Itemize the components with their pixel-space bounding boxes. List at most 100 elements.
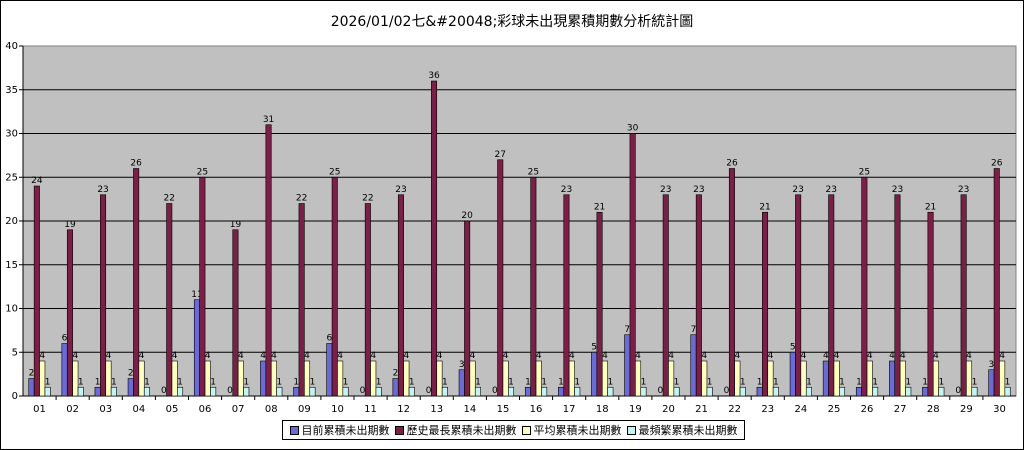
data-label: 1 <box>922 377 928 387</box>
data-label: 26 <box>130 159 142 169</box>
y-tick-label: 10 <box>5 304 18 315</box>
bar <box>558 386 565 397</box>
data-label: 22 <box>164 194 175 204</box>
data-label: 0 <box>360 386 366 396</box>
legend-item: 歷史最長累積未出期數 <box>394 422 517 438</box>
x-tick-label: 09 <box>298 404 311 415</box>
data-label: 1 <box>475 377 481 387</box>
data-label: 2 <box>29 369 35 379</box>
data-label: 21 <box>925 202 936 212</box>
data-label: 1 <box>525 377 531 387</box>
data-label: 1 <box>707 377 713 387</box>
bar <box>293 386 300 397</box>
bar <box>695 194 702 397</box>
bar <box>828 194 835 397</box>
data-label: 23 <box>561 185 572 195</box>
bar <box>629 133 636 397</box>
x-tick-label: 27 <box>894 404 907 415</box>
bar <box>337 360 344 397</box>
data-label: 26 <box>726 159 738 169</box>
legend-item: 目前累積未出期數 <box>289 422 390 438</box>
bar <box>232 229 239 397</box>
bar <box>100 194 107 397</box>
data-label: 6 <box>326 334 332 344</box>
bar <box>177 386 184 397</box>
data-label: 1 <box>95 377 101 387</box>
bar <box>635 360 642 397</box>
bar <box>800 360 807 397</box>
data-label: 4 <box>403 351 409 361</box>
data-label: 4 <box>271 351 277 361</box>
bar <box>866 360 873 397</box>
bar <box>199 176 206 397</box>
y-tick-label: 0 <box>12 391 18 402</box>
data-label: 4 <box>999 351 1005 361</box>
bar <box>260 360 267 397</box>
bar <box>889 360 896 397</box>
data-label: 1 <box>558 377 564 387</box>
data-label: 1 <box>78 377 84 387</box>
bar <box>237 360 244 397</box>
legend-swatch <box>289 425 299 435</box>
data-label: 23 <box>660 185 671 195</box>
bar <box>265 124 272 397</box>
data-label: 4 <box>470 351 476 361</box>
bar <box>855 386 862 397</box>
data-label: 23 <box>892 185 903 195</box>
bar <box>971 386 978 397</box>
bar <box>662 194 669 397</box>
bar <box>77 386 84 397</box>
data-label: 1 <box>674 377 680 387</box>
data-label: 25 <box>197 167 208 177</box>
data-label: 0 <box>426 386 432 396</box>
bar <box>905 386 912 397</box>
legend-swatch <box>626 425 636 435</box>
data-label: 1 <box>508 377 514 387</box>
data-label: 21 <box>594 202 605 212</box>
data-label: 30 <box>627 124 639 134</box>
legend-swatch <box>521 425 531 435</box>
bar <box>601 360 608 397</box>
data-label: 24 <box>31 176 43 186</box>
data-label: 1 <box>806 377 812 387</box>
bar <box>772 386 779 397</box>
bar <box>938 386 945 397</box>
x-tick-label: 05 <box>166 404 179 415</box>
data-label: 4 <box>889 351 895 361</box>
bar <box>408 386 415 397</box>
data-label: 1 <box>574 377 580 387</box>
data-label: 1 <box>243 377 249 387</box>
bar <box>436 360 443 397</box>
data-label: 1 <box>872 377 878 387</box>
bar <box>331 176 338 397</box>
bar <box>458 369 465 397</box>
legend-swatch <box>394 425 404 435</box>
data-label: 4 <box>569 351 575 361</box>
bar <box>166 203 173 397</box>
legend-label: 最頻繁累積未出期數 <box>638 424 738 437</box>
bar <box>309 386 316 397</box>
x-tick-label: 24 <box>794 404 807 415</box>
data-label: 27 <box>495 150 506 160</box>
bar <box>143 386 150 397</box>
chart-legend: 目前累積未出期數 歷史最長累積未出期數 平均累積未出期數 最頻繁累積未出期數 <box>282 420 745 440</box>
bar <box>767 360 774 397</box>
data-label: 0 <box>161 386 167 396</box>
x-tick-label: 04 <box>132 404 145 415</box>
bar <box>988 369 995 397</box>
x-tick-label: 30 <box>993 404 1006 415</box>
data-label: 23 <box>958 185 969 195</box>
data-label: 1 <box>376 377 382 387</box>
x-tick-label: 01 <box>33 404 46 415</box>
bar <box>530 176 537 397</box>
data-label: 23 <box>826 185 837 195</box>
data-label: 26 <box>991 159 1003 169</box>
data-label: 0 <box>492 386 498 396</box>
data-label: 4 <box>260 351 266 361</box>
data-label: 1 <box>905 377 911 387</box>
bar <box>568 360 575 397</box>
data-label: 1 <box>144 377 150 387</box>
bar <box>591 351 598 397</box>
data-label: 4 <box>933 351 939 361</box>
